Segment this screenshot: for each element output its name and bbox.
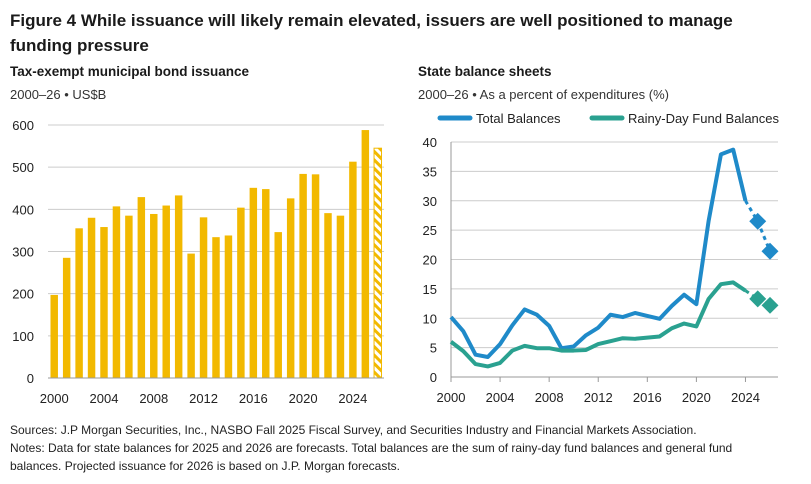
bar-2007 — [137, 197, 146, 378]
bar-2025 — [361, 130, 370, 378]
notes-line-2: balances. Projected issuance for 2026 is… — [10, 459, 401, 473]
x-tick-label: 2004 — [90, 391, 119, 406]
bar-2026 — [373, 147, 383, 379]
y-tick-label: 0 — [27, 371, 34, 386]
bar-2024 — [349, 161, 357, 378]
bar-2023 — [336, 215, 345, 378]
y-tick-label: 20 — [423, 253, 437, 268]
bar-2008 — [150, 213, 158, 378]
bar-2016 — [249, 187, 258, 378]
x-tick-label: 2008 — [139, 391, 168, 406]
bar-2010 — [174, 195, 183, 378]
left-chart-subtitle: 2000–26 • US$B — [10, 87, 107, 102]
bar-2015 — [237, 207, 245, 378]
forecast-marker-2026 — [761, 296, 779, 314]
x-tick-label: 2012 — [584, 390, 613, 405]
bar-2021 — [311, 174, 320, 378]
x-tick-label: 2016 — [239, 391, 268, 406]
x-tick-label: 2000 — [437, 390, 466, 405]
sources-note: Sources: J.P Morgan Securities, Inc., NA… — [10, 423, 697, 437]
x-tick-label: 2016 — [633, 390, 662, 405]
y-tick-label: 500 — [12, 160, 34, 175]
x-tick-label: 2012 — [189, 391, 218, 406]
x-tick-label: 2000 — [40, 391, 69, 406]
series-line-0 — [449, 147, 748, 360]
right-chart-title: State balance sheets — [418, 64, 552, 79]
bar-2001 — [62, 257, 71, 378]
legend-label: Total Balances — [476, 111, 561, 126]
y-tick-label: 200 — [12, 287, 34, 302]
forecast-marker-2026 — [761, 242, 779, 260]
bar-2006 — [125, 215, 133, 378]
bar-2014 — [224, 235, 233, 378]
x-tick-label: 2024 — [731, 390, 760, 405]
bar-2020 — [299, 173, 307, 378]
legend-label: Rainy-Day Fund Balances — [628, 111, 780, 126]
left-chart-title: Tax-exempt municipal bond issuance — [10, 64, 250, 79]
x-tick-label: 2024 — [338, 391, 367, 406]
y-tick-label: 300 — [12, 245, 34, 260]
bar-2018 — [274, 232, 282, 378]
bar-2022 — [324, 213, 332, 378]
notes-line-1: Notes: Data for state balances for 2025 … — [10, 441, 733, 455]
y-tick-label: 35 — [423, 164, 437, 179]
y-tick-label: 25 — [423, 223, 437, 238]
right-chart-subtitle: 2000–26 • As a percent of expenditures (… — [418, 87, 669, 102]
y-tick-label: 5 — [430, 341, 437, 356]
y-tick-label: 100 — [12, 329, 34, 344]
x-tick-label: 2020 — [682, 390, 711, 405]
y-tick-label: 0 — [430, 370, 437, 385]
y-tick-label: 15 — [423, 282, 437, 297]
x-tick-label: 2008 — [535, 390, 564, 405]
x-tick-label: 2020 — [289, 391, 318, 406]
bar-2009 — [162, 205, 170, 378]
y-tick-label: 30 — [423, 194, 437, 209]
x-tick-label: 2004 — [486, 390, 515, 405]
bar-2012 — [199, 217, 208, 378]
bar-2004 — [100, 227, 108, 378]
forecast-dash — [744, 289, 759, 301]
y-tick-label: 40 — [423, 135, 437, 150]
y-tick-label: 600 — [12, 118, 34, 133]
bar-2002 — [75, 228, 83, 378]
bar-2019 — [286, 198, 295, 378]
y-tick-label: 400 — [12, 202, 34, 217]
bar-2000 — [50, 294, 58, 378]
bar-2011 — [187, 253, 195, 378]
y-tick-label: 10 — [423, 311, 437, 326]
figure-title: Figure 4 While issuance will likely rema… — [10, 11, 733, 55]
bar-2017 — [262, 189, 270, 378]
bar-2005 — [112, 206, 121, 378]
bar-2003 — [87, 217, 96, 378]
series-line-1 — [449, 280, 747, 369]
bar-2013 — [212, 237, 220, 378]
